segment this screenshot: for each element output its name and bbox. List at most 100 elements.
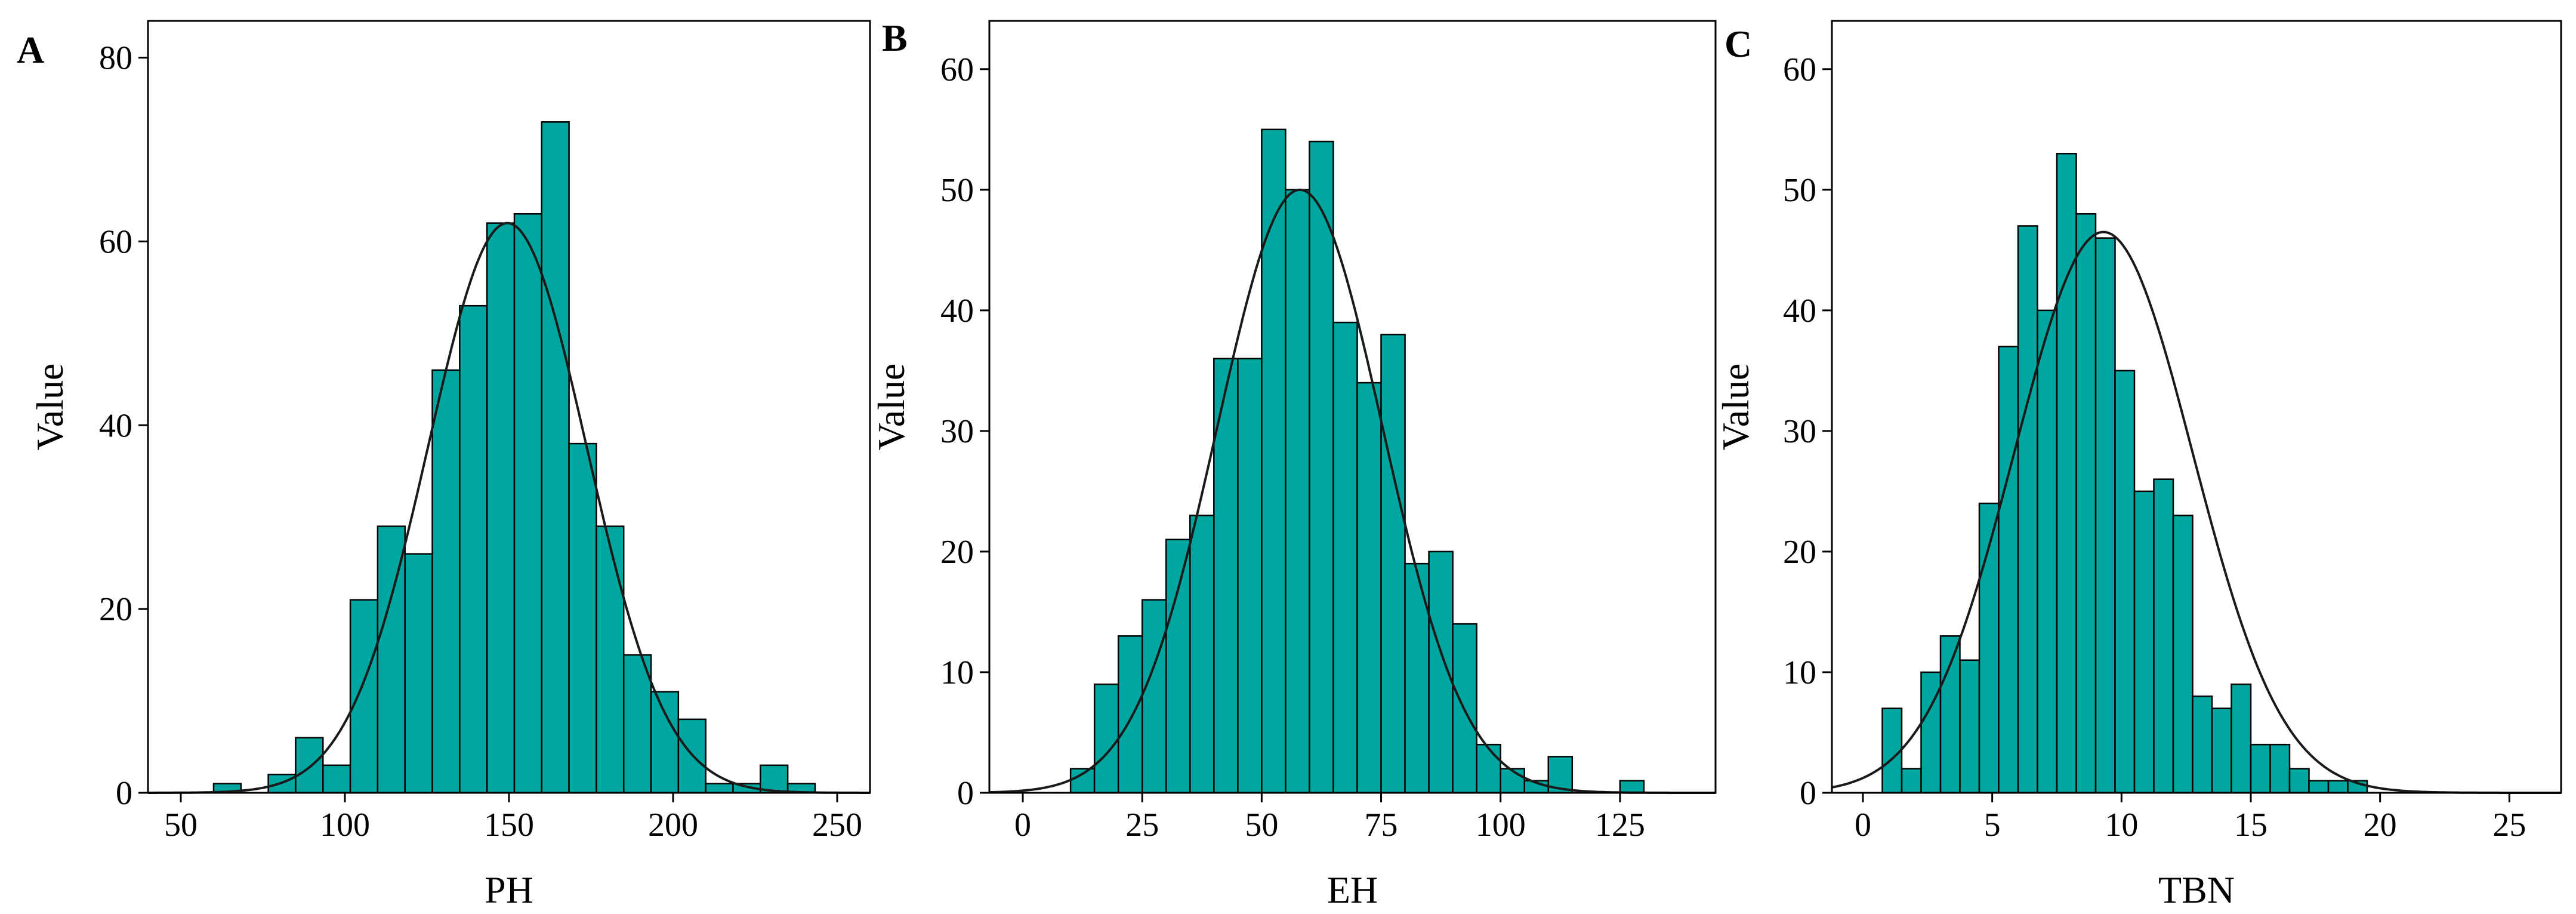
histogram-bar [2269,743,2291,794]
histogram-bar [1309,140,1334,794]
histogram-bar [2211,707,2232,794]
y-tick-label: 0 [116,775,132,812]
histogram-bar [2153,478,2174,794]
panel-c: 0 5 10 15 20 25 0 10 20 30 40 50 60 TBN Value C [1714,20,2562,911]
x-tick-label: 150 [484,807,534,844]
histogram-bar [1285,189,1310,794]
y-tick-label: 80 [99,40,132,77]
histogram-bar [541,121,570,794]
histogram-bar [2288,768,2310,794]
histogram-bar [596,525,625,794]
normal-curve [148,221,870,794]
y-tick-label: 30 [940,413,974,450]
y-tick-label: 0 [1800,775,1816,812]
histogram-bar [1261,128,1287,794]
x-tick-label: 250 [812,807,862,844]
normal-curve [989,188,1716,794]
histogram-bar [2017,225,2038,794]
x-tick-label: 15 [2234,807,2268,844]
y-tick-label: 20 [940,534,974,571]
x-tick-label: 50 [164,807,198,844]
histogram-bar [1141,599,1167,794]
y-axis-title: Value [870,364,912,451]
y-tick-label: 40 [99,407,132,444]
histogram-bar [1069,768,1096,794]
histogram-bar [1619,780,1645,794]
histogram-bar [2250,743,2271,794]
histogram-bar [2056,152,2077,794]
y-axis-title: Value [1714,364,1757,451]
histogram-bar [1920,671,1942,794]
histogram-bar [760,764,789,794]
histogram-bar [1189,515,1215,794]
histogram-bar [1380,334,1406,794]
x-tick-label: 10 [2105,807,2138,844]
histogram-bar [1881,707,1903,794]
x-axis-title: TBN [2158,869,2235,911]
histogram-bar [1476,743,1501,794]
histogram-bar [2114,370,2136,794]
y-tick-label: 0 [957,775,974,812]
x-tick-label: 25 [2492,807,2526,844]
x-tick-label: 100 [1476,807,1526,844]
histogram-bar [2172,515,2194,794]
x-axis-title: PH [485,869,533,911]
x-tick-label: 5 [1984,807,2001,844]
histogram-bar [2327,780,2349,794]
x-tick-label: 50 [1245,807,1278,844]
y-axis-title: Value [29,364,71,451]
histogram-bar [1959,659,1980,794]
panel-b: 0 25 50 75 100 125 0 10 20 30 40 50 60 EH Value B [870,17,1717,911]
histogram-bar [513,213,543,794]
y-tick-label: 10 [940,654,974,691]
histogram-bar [2192,695,2213,794]
histogram-bar [486,222,516,794]
histogram-bar [1237,358,1263,794]
histogram-bar [1093,683,1119,794]
y-tick-label: 20 [1783,534,1816,571]
histogram-bar [2094,237,2116,794]
histogram-bar [568,442,597,794]
y-tick-label: 30 [1783,413,1816,450]
histogram-bar [404,553,433,794]
y-tick-label: 10 [1783,654,1816,691]
histogram-bar [2133,490,2155,794]
panel-letter: B [882,17,908,59]
x-tick-label: 0 [1855,807,1871,844]
histogram-bar [1452,623,1477,794]
histogram-bar [349,599,379,794]
histogram-bar [1998,346,2019,794]
panel-letter: A [17,29,44,71]
y-tick-label: 50 [1783,172,1816,209]
x-tick-label: 0 [1014,807,1031,844]
x-tick-label: 125 [1595,807,1645,844]
y-tick-label: 60 [1783,51,1816,88]
histogram-bar [705,783,734,794]
y-tick-label: 60 [99,223,132,260]
plot-frame [1831,20,2562,794]
y-tick-label: 20 [99,591,132,628]
histogram-bar [2037,309,2058,794]
panel-letter: C [1724,23,1752,65]
x-tick-label: 75 [1365,807,1398,844]
y-tick-label: 40 [940,293,974,330]
histogram-bar [295,737,324,794]
histogram-bar [431,369,461,794]
histogram-bar [1332,321,1358,794]
panel-a: 50 100 150 200 250 0 20 40 60 80 PH Value A [17,20,871,911]
histogram-bar [1117,635,1143,794]
y-tick-label: 40 [1783,293,1816,330]
histogram-bar [1500,768,1525,794]
histogram-bar [2075,213,2097,794]
histogram-bar [1901,768,1922,794]
x-axis-title: EH [1327,869,1378,911]
x-tick-label: 20 [2364,807,2397,844]
plot-frame [988,20,1717,794]
histogram-bar [1356,381,1382,794]
histogram-bar [2231,683,2252,794]
x-tick-label: 25 [1125,807,1159,844]
histogram-bar [459,304,488,794]
y-tick-label: 50 [940,172,974,209]
histogram-bar [1939,635,1961,794]
